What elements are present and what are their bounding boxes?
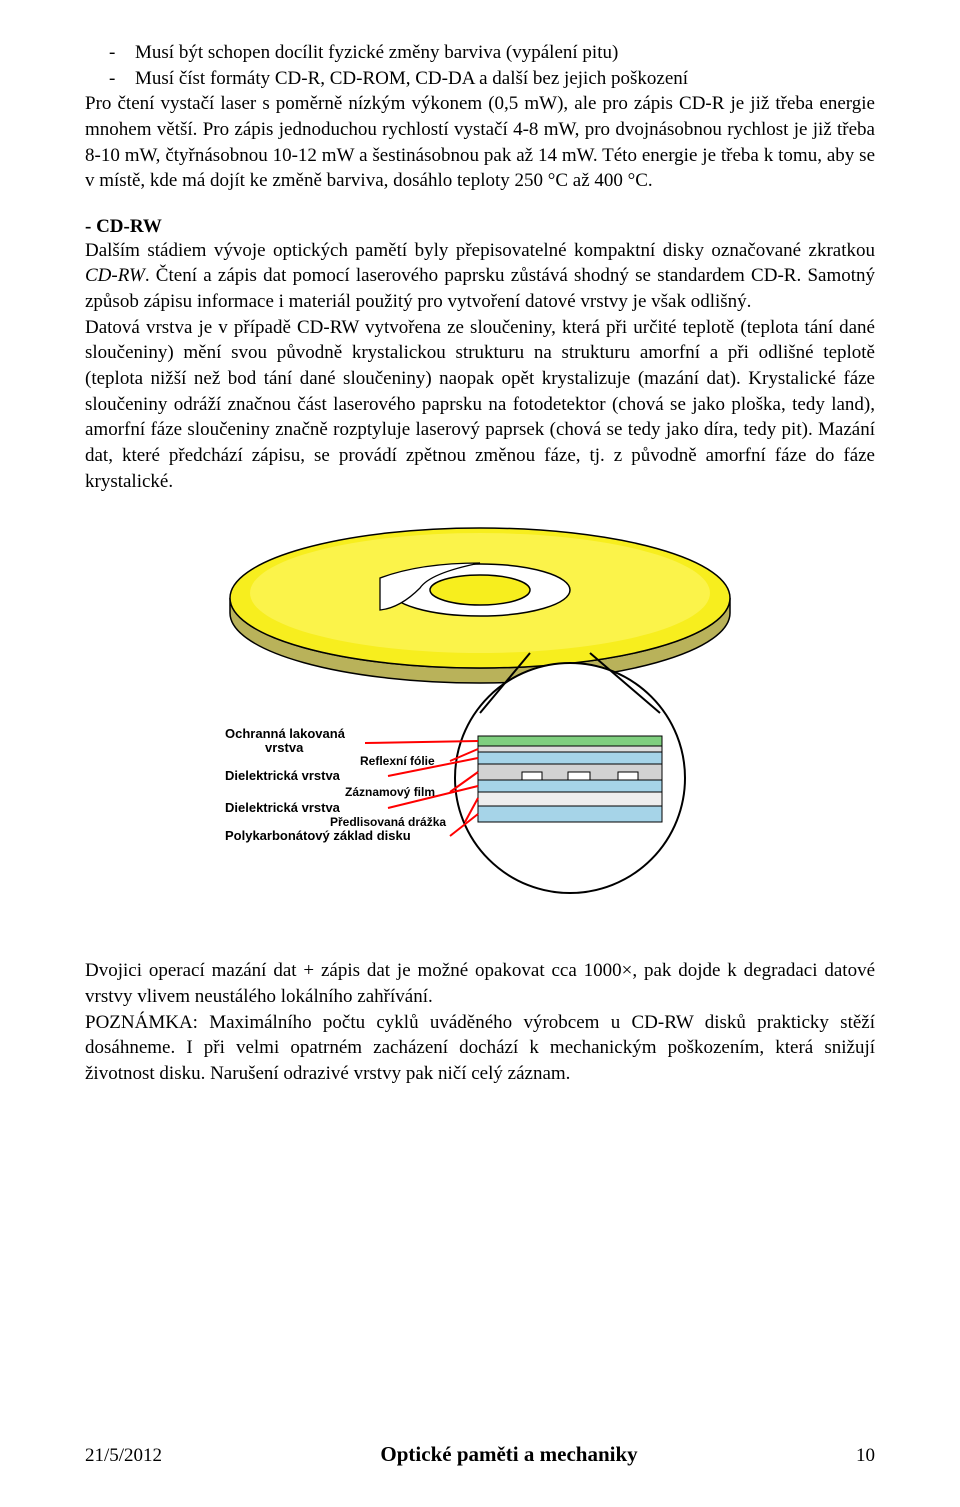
bullet-item: Musí číst formáty CD-R, CD-ROM, CD-DA a …: [135, 66, 875, 92]
layer-reflective: [478, 746, 662, 752]
paragraph: Datová vrstva je v případě CD-RW vytvoře…: [85, 315, 875, 494]
layer-groove: [478, 792, 662, 806]
paragraph: POZNÁMKA: Maximálního počtu cyklů uváděn…: [85, 1010, 875, 1087]
paragraph: Dvojici operací mazání dat + zápis dat j…: [85, 958, 875, 1009]
paragraph: Pro čtení vystačí laser s poměrně nízkým…: [85, 91, 875, 194]
layer-polycarbonate: [478, 806, 662, 822]
diagram-label: Předlisovaná drážka: [330, 815, 446, 829]
footer-page-number: 10: [856, 1445, 875, 1467]
bullet-item: Musí být schopen docílit fyzické změny b…: [135, 40, 875, 66]
diagram-label: Dielektrická vrstva: [225, 800, 341, 815]
paragraph: Dalším stádiem vývoje optických pamětí b…: [85, 238, 875, 315]
bullet-list: Musí být schopen docílit fyzické změny b…: [85, 40, 875, 91]
cd-rw-diagram: Ochranná lakovaná vrstva Dielektrická vr…: [220, 518, 740, 938]
diagram-label: vrstva: [265, 740, 304, 755]
footer-date: 21/5/2012: [85, 1445, 162, 1467]
diagram-label: Dielektrická vrstva: [225, 768, 341, 783]
diagram-label: Ochranná lakovaná: [225, 726, 346, 741]
disc-center-hole: [430, 575, 530, 605]
document-page: Musí být schopen docílit fyzické změny b…: [0, 0, 960, 1507]
footer-title: Optické paměti a mechaniky: [380, 1442, 637, 1467]
layer-dielectric-2: [478, 780, 662, 792]
diagram-label: Záznamový film: [345, 785, 435, 799]
text-run: Dalším stádiem vývoje optických pamětí b…: [85, 240, 875, 261]
section-heading: - CD-RW: [85, 216, 875, 238]
page-footer: 21/5/2012 Optické paměti a mechaniky 10: [85, 1442, 875, 1467]
text-run: . Čtení a zápis dat pomocí laserového pa…: [85, 265, 875, 312]
layer-dielectric-1: [478, 752, 662, 764]
diagram-label: Polykarbonátový základ disku: [225, 828, 411, 843]
diagram-svg: Ochranná lakovaná vrstva Dielektrická vr…: [220, 518, 740, 938]
diagram-label: Reflexní fólie: [360, 754, 435, 768]
italic-text: CD-RW: [85, 265, 145, 286]
layer-protective: [478, 736, 662, 746]
